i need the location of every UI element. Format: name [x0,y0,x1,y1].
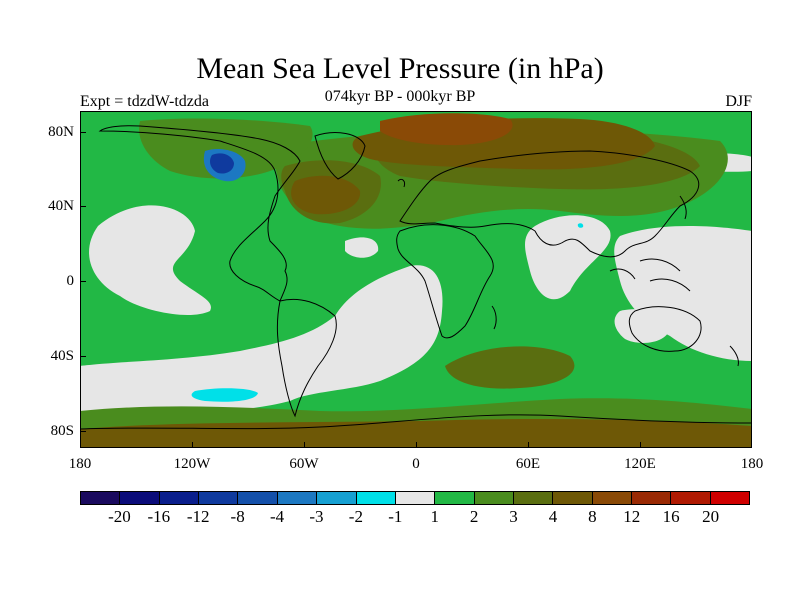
brown-region-north-atlantic [291,175,361,215]
colorbar-label: 3 [509,507,518,526]
colorbar-swatch [671,492,711,504]
neutral-region-east-pacific [89,205,211,316]
colorbar-label: 4 [548,507,558,526]
lon-label-60w: 60W [289,456,319,472]
coastline-australia [628,306,702,352]
colorbar-swatch [435,492,475,504]
colorbar-label: -20 [108,507,131,526]
colorbar-label: 12 [623,507,641,526]
coastline-north-america [98,125,301,302]
lat-label-40s: 40S [50,348,74,364]
colorbar-swatch [238,492,278,504]
coastline-maritime-continent [609,258,691,292]
colorbar-label: -16 [147,507,171,526]
lat-tick [80,206,86,207]
neutral-region-west-pacific [614,226,752,361]
colorbar-label: -8 [230,507,245,526]
colorbar [80,491,750,505]
coastline-japan [679,195,687,220]
colorbar-swatch [317,492,357,504]
lat-tick [80,431,86,432]
brown-region-southern-ocean [80,418,752,448]
olive-region-south-indian [445,346,575,389]
colorbar-label: 1 [430,507,439,526]
lon-tick [640,442,641,448]
lon-label-0: 0 [412,456,420,472]
negative-region-hudson-core [210,153,234,174]
colorbar-swatch [474,492,514,504]
colorbar-swatch [592,492,633,504]
neutral-region-indian-ocean [525,215,611,300]
figure-title: Mean Sea Level Pressure (in hPa) [196,52,604,85]
lon-tick [416,442,417,448]
coastlines [80,125,752,430]
colorbar-label: -4 [269,507,285,526]
colorbar-label: 16 [662,507,680,526]
neutral-region-north-atlantic [345,237,379,258]
neutral-region-australia-west [614,309,670,343]
coastline-eurasia [399,150,700,258]
coastline-madagascar [491,305,497,330]
coastline-south-america [276,298,337,418]
lon-label-60e: 60E [515,456,541,472]
colorbar-swatch [395,492,436,504]
colorbar-swatch [513,492,554,504]
lon-label-120e: 120E [624,456,656,472]
colorbar-swatch [356,492,396,504]
colorbar-swatch [277,492,318,504]
neutral-region-south-pacific [80,364,219,415]
colorbar-label: 8 [588,507,597,526]
colorbar-label: -1 [388,507,403,526]
colorbar-label: -2 [348,507,363,526]
lat-tick [80,356,86,357]
colorbar-label: -3 [309,507,324,526]
coastline-british-isles [397,178,405,188]
colorbar-swatch [159,492,200,504]
coastline-africa [396,224,494,339]
colorbar-swatch [710,492,750,504]
coastline-new-zealand [729,345,739,367]
lat-label-80s: 80S [50,423,74,439]
lon-tick [528,442,529,448]
negative-region-indian-spot [577,223,584,228]
colorbar-label: -12 [186,507,210,526]
experiment-label: Expt = tdzdW-tdzda [80,93,209,110]
rust-region-arctic-center [380,113,513,146]
lon-label-180w: 180 [68,456,92,472]
colorbar-swatch [81,492,121,504]
lon-label-120w: 120W [173,456,211,472]
pressure-map [80,111,752,448]
colorbar-swatch [120,492,160,504]
lat-label-80n: 80N [48,124,74,140]
lat-tick [80,281,86,282]
figure-subtitle: 074kyr BP - 000kyr BP [324,88,476,105]
season-label: DJF [725,93,752,110]
coastline-antarctica [80,414,752,430]
coastline-greenland [314,132,366,180]
positive-region-north-america [139,118,313,179]
lon-tick [192,442,193,448]
lat-tick [80,132,86,133]
lon-tick [304,442,305,448]
colorbar-swatch [632,492,672,504]
lat-label-0: 0 [66,273,75,289]
lat-label-40n: 40N [48,198,74,214]
colorbar-swatch [553,492,593,504]
lon-label-180e: 180 [740,456,764,472]
colorbar-swatch [199,492,239,504]
colorbar-label: 20 [702,507,720,526]
negative-region-south-pacific [191,388,258,402]
colorbar-label: 2 [469,507,479,526]
